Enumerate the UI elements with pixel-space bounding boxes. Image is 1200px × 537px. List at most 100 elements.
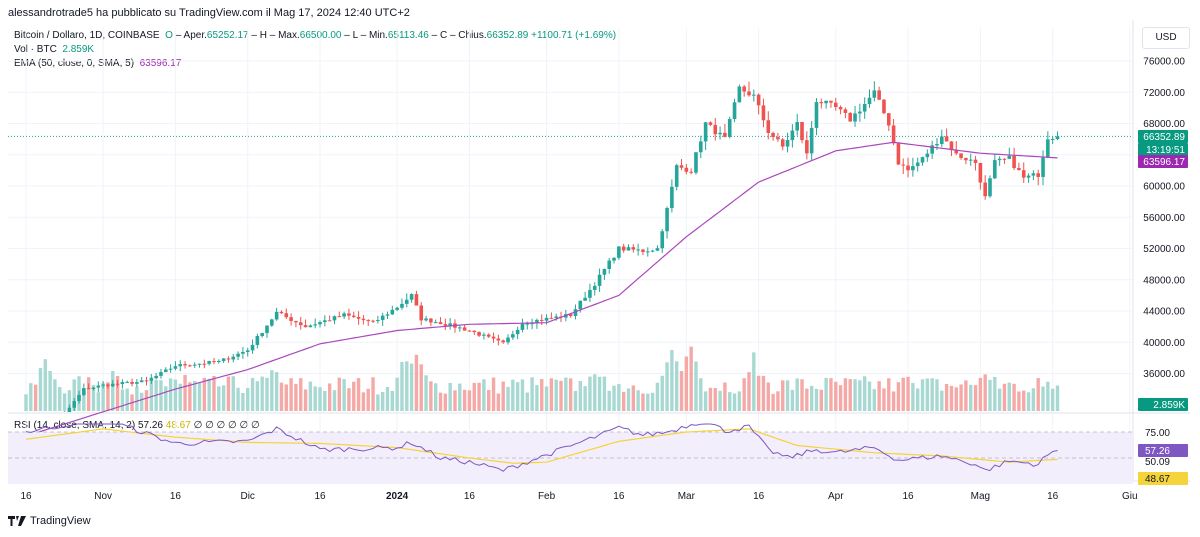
volume-bar bbox=[723, 382, 727, 411]
candle-body bbox=[891, 125, 896, 144]
candle-body bbox=[911, 166, 915, 171]
volume-bar bbox=[728, 392, 732, 411]
rsi-tick-label: 50.09 bbox=[1145, 457, 1170, 468]
volume-bar bbox=[814, 388, 819, 411]
candle bbox=[188, 364, 192, 367]
volume-bar bbox=[1022, 390, 1026, 411]
candle bbox=[766, 111, 771, 140]
candle-body bbox=[862, 103, 867, 112]
candle bbox=[602, 268, 607, 280]
rsi-line bbox=[25, 423, 1058, 472]
candle bbox=[433, 319, 438, 324]
candle-body bbox=[718, 132, 722, 135]
volume-bar bbox=[270, 370, 274, 411]
candle-body bbox=[997, 158, 1002, 161]
candle bbox=[645, 247, 650, 257]
volume-bar bbox=[193, 380, 197, 411]
volume-bar bbox=[959, 384, 963, 411]
symbol-name[interactable]: Bitcoin / Dollaro, 1D, COINBASE bbox=[14, 30, 160, 41]
candle bbox=[655, 245, 660, 252]
candle-body bbox=[872, 90, 877, 98]
candle-body bbox=[438, 322, 443, 325]
candle bbox=[641, 249, 645, 256]
candle bbox=[260, 332, 264, 338]
volume-bar bbox=[400, 361, 404, 411]
volume-bar bbox=[33, 384, 38, 411]
volume-bar bbox=[424, 375, 428, 411]
candle bbox=[385, 311, 390, 319]
candle-body bbox=[212, 361, 216, 363]
candle bbox=[896, 143, 901, 165]
volume-bar bbox=[43, 359, 47, 411]
volume-bar bbox=[559, 380, 563, 411]
volume-bar bbox=[1007, 382, 1011, 411]
candle bbox=[771, 131, 775, 141]
volume-bar bbox=[554, 379, 558, 411]
candle-body bbox=[814, 102, 819, 128]
candle-body bbox=[139, 380, 144, 383]
candle-body bbox=[48, 424, 52, 425]
candle-body bbox=[496, 338, 501, 341]
candle bbox=[843, 107, 848, 119]
volume-bar bbox=[1026, 392, 1031, 411]
candle bbox=[212, 357, 216, 365]
tradingview-watermark: TradingView bbox=[8, 515, 91, 527]
price-chart[interactable]: 76000.0072000.0068000.0064000.0060000.00… bbox=[0, 0, 1200, 510]
volume-bar bbox=[718, 390, 722, 411]
ohlc-legend: Bitcoin / Dollaro, 1D, COINBASE O – Aper… bbox=[14, 30, 617, 41]
volume-bar bbox=[747, 372, 751, 411]
candle-body bbox=[949, 141, 954, 151]
candle bbox=[800, 121, 804, 144]
candle bbox=[86, 383, 91, 390]
candle bbox=[400, 298, 404, 310]
volume-bar bbox=[568, 378, 573, 411]
candle bbox=[1026, 173, 1031, 183]
candle-body bbox=[848, 112, 853, 122]
volume-bar bbox=[660, 375, 664, 411]
time-tick-label: 16 bbox=[902, 491, 914, 502]
candle bbox=[106, 383, 110, 389]
volume-bar bbox=[993, 376, 997, 411]
candle-body bbox=[679, 165, 684, 168]
low-value: 65113.46 bbox=[387, 30, 429, 41]
candle-body bbox=[795, 122, 799, 131]
volume-bar bbox=[1055, 385, 1060, 411]
volume-bar bbox=[920, 379, 925, 411]
ema-badge: 63596.17 bbox=[1138, 155, 1188, 168]
rsi-tick-label: 75.00 bbox=[1145, 428, 1170, 439]
candle bbox=[684, 163, 689, 175]
volume-bar bbox=[390, 390, 395, 411]
volume-bar bbox=[178, 383, 182, 411]
candle bbox=[313, 318, 317, 329]
candle-body bbox=[477, 332, 481, 336]
candle bbox=[515, 326, 520, 340]
rsi-sma-badge: 48.67 bbox=[1138, 472, 1188, 485]
candle bbox=[886, 112, 891, 131]
candle-body bbox=[241, 351, 245, 354]
candle-body bbox=[110, 383, 115, 387]
volume-bar bbox=[665, 362, 669, 411]
candle bbox=[154, 372, 158, 380]
volume-bar bbox=[164, 386, 168, 411]
candle-body bbox=[448, 323, 452, 326]
candle bbox=[997, 156, 1002, 167]
candle bbox=[983, 175, 987, 200]
candle bbox=[583, 291, 587, 301]
candle-body bbox=[63, 413, 67, 419]
candle-body bbox=[82, 388, 86, 395]
volume-bar bbox=[520, 379, 525, 411]
volume-bar bbox=[101, 383, 105, 411]
candle bbox=[1002, 158, 1007, 164]
time-tick-label: Nov bbox=[94, 491, 112, 502]
volume-bar bbox=[544, 386, 549, 411]
candle-body bbox=[824, 100, 828, 104]
volume-bar bbox=[106, 382, 110, 411]
candle-body bbox=[737, 86, 742, 103]
currency-button[interactable]: USD bbox=[1142, 27, 1190, 49]
rsi-sma-value: 48.67 bbox=[165, 420, 191, 431]
candle-body bbox=[597, 274, 602, 286]
candle-body bbox=[506, 337, 510, 343]
candle-body bbox=[376, 320, 380, 322]
candle bbox=[139, 376, 144, 383]
candle-body bbox=[568, 314, 573, 316]
